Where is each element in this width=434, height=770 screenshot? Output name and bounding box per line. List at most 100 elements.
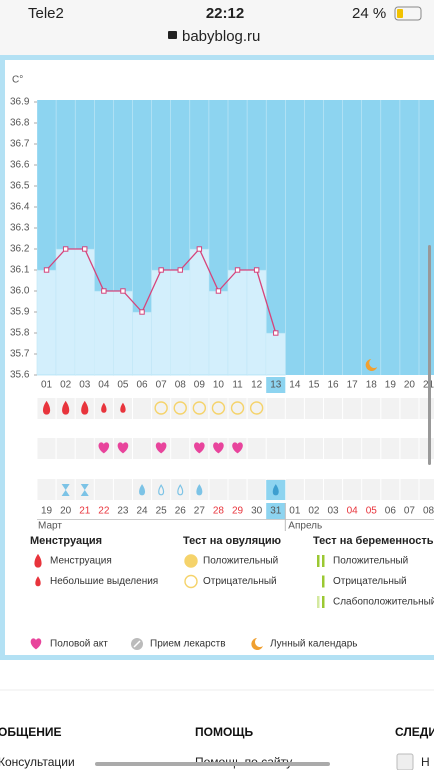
date-label: 22 <box>98 506 110 517</box>
legend-item: Отрицательный <box>203 576 277 587</box>
legend-icon <box>251 638 263 650</box>
y-tick-label: 36.1 <box>10 265 30 276</box>
intercourse-icon <box>213 442 224 454</box>
blue-drop-icon <box>196 484 203 496</box>
date-label: 03 <box>327 506 339 517</box>
temperature-column <box>74 248 95 376</box>
lock-icon <box>168 31 177 39</box>
day-label: 17 <box>347 380 359 391</box>
day-label: 14 <box>289 380 301 391</box>
legend-item: Небольшие выделения <box>50 575 158 587</box>
legend-extra: Половой акт <box>50 639 108 650</box>
menstruation-icon <box>42 400 51 415</box>
temperature-column <box>265 332 286 376</box>
y-tick-label: 36.7 <box>10 139 30 150</box>
legend-icon <box>30 638 42 650</box>
date-label: 08 <box>423 506 434 517</box>
temperature-column <box>208 290 229 376</box>
legend-item: Слабоположительный <box>333 596 434 608</box>
temperature-column <box>94 290 114 376</box>
date-label: 25 <box>156 506 168 517</box>
day-label: 18 <box>366 380 378 391</box>
ovulation-negative-icon <box>211 401 226 415</box>
day-label: 10 <box>213 380 225 391</box>
hourglass-icon <box>80 484 89 496</box>
battery-level <box>397 9 403 18</box>
temperature-point <box>101 288 107 294</box>
date-label: 01 <box>289 506 301 517</box>
ovulation-negative-icon <box>249 401 264 415</box>
menstruation-icon <box>81 400 89 415</box>
legend-icon <box>317 596 320 608</box>
browser-bar <box>0 0 434 55</box>
legend-icon <box>184 574 198 589</box>
day-label: 15 <box>308 380 320 391</box>
y-tick-label: 35.9 <box>10 307 30 318</box>
temperature-point <box>62 246 69 252</box>
day-label: 03 <box>79 380 91 391</box>
day-label: 05 <box>117 380 129 391</box>
ovulation-negative-icon <box>154 401 168 415</box>
moon-icon <box>365 359 378 371</box>
url[interactable]: babyblog.ru <box>182 28 260 45</box>
date-label: 28 <box>213 506 225 517</box>
y-tick-label: 36.6 <box>10 160 30 171</box>
legend-item: Менструация <box>50 556 112 567</box>
carrier: Tele2 <box>28 5 64 22</box>
footer-link[interactable]: Н <box>421 755 430 769</box>
temperature-column <box>246 269 267 376</box>
intercourse-icon <box>117 442 129 454</box>
blue-drop-icon <box>158 484 165 496</box>
temperature-point <box>215 288 222 294</box>
y-axis-label: C° <box>12 75 23 86</box>
home-indicator <box>95 762 330 766</box>
legend-icon <box>184 554 198 568</box>
legend-item: Положительный <box>203 556 278 567</box>
legend-icon <box>322 596 325 608</box>
temperature-point <box>139 309 145 315</box>
blue-drop-icon <box>177 484 184 496</box>
date-label: 20 <box>60 506 72 517</box>
temperature-point <box>196 246 203 252</box>
temperature-column <box>36 269 57 376</box>
legend-title: Менструация <box>30 535 102 547</box>
y-tick-label: 36.4 <box>10 202 30 213</box>
temperature-column <box>170 269 191 376</box>
legend-icon <box>34 553 42 568</box>
legend-extra: Прием лекарств <box>150 639 226 650</box>
y-tick-label: 36.3 <box>10 223 30 234</box>
day-label: 06 <box>136 380 148 391</box>
day-label: 07 <box>156 380 168 391</box>
legend-extra: Лунный календарь <box>270 639 358 650</box>
y-tick-label: 36.8 <box>10 118 30 129</box>
date-label: 02 <box>308 506 320 517</box>
day-label: 16 <box>327 380 339 391</box>
legend-title: Тест на беременность <box>313 535 434 547</box>
temperature-column <box>227 269 248 376</box>
spotting-icon <box>120 402 126 413</box>
date-label: 31 <box>270 506 282 517</box>
y-tick-label: 36.5 <box>10 181 30 192</box>
temperature-point <box>120 288 126 294</box>
temperature-point <box>253 267 260 273</box>
footer-link[interactable]: Консультации <box>0 755 75 769</box>
day-label: 01 <box>41 380 53 391</box>
blue-drop-icon <box>272 484 279 496</box>
day-label: 12 <box>251 380 263 391</box>
intercourse-icon <box>194 442 205 454</box>
temperature-point <box>158 267 164 273</box>
footer-title: СЛЕДИ <box>395 725 434 739</box>
day-label: 11 <box>232 380 243 391</box>
date-label: 04 <box>347 506 359 517</box>
legend-icon <box>322 575 325 588</box>
day-label: 02 <box>60 380 72 391</box>
date-label: 21 <box>79 506 91 517</box>
month-label: Март <box>38 521 62 532</box>
temperature-column <box>113 290 133 376</box>
date-label: 26 <box>175 506 187 517</box>
date-label: 24 <box>136 506 148 517</box>
date-label: 19 <box>41 506 53 517</box>
legend-icon <box>322 555 325 567</box>
event-row <box>37 398 434 419</box>
temperature-point <box>177 267 183 273</box>
